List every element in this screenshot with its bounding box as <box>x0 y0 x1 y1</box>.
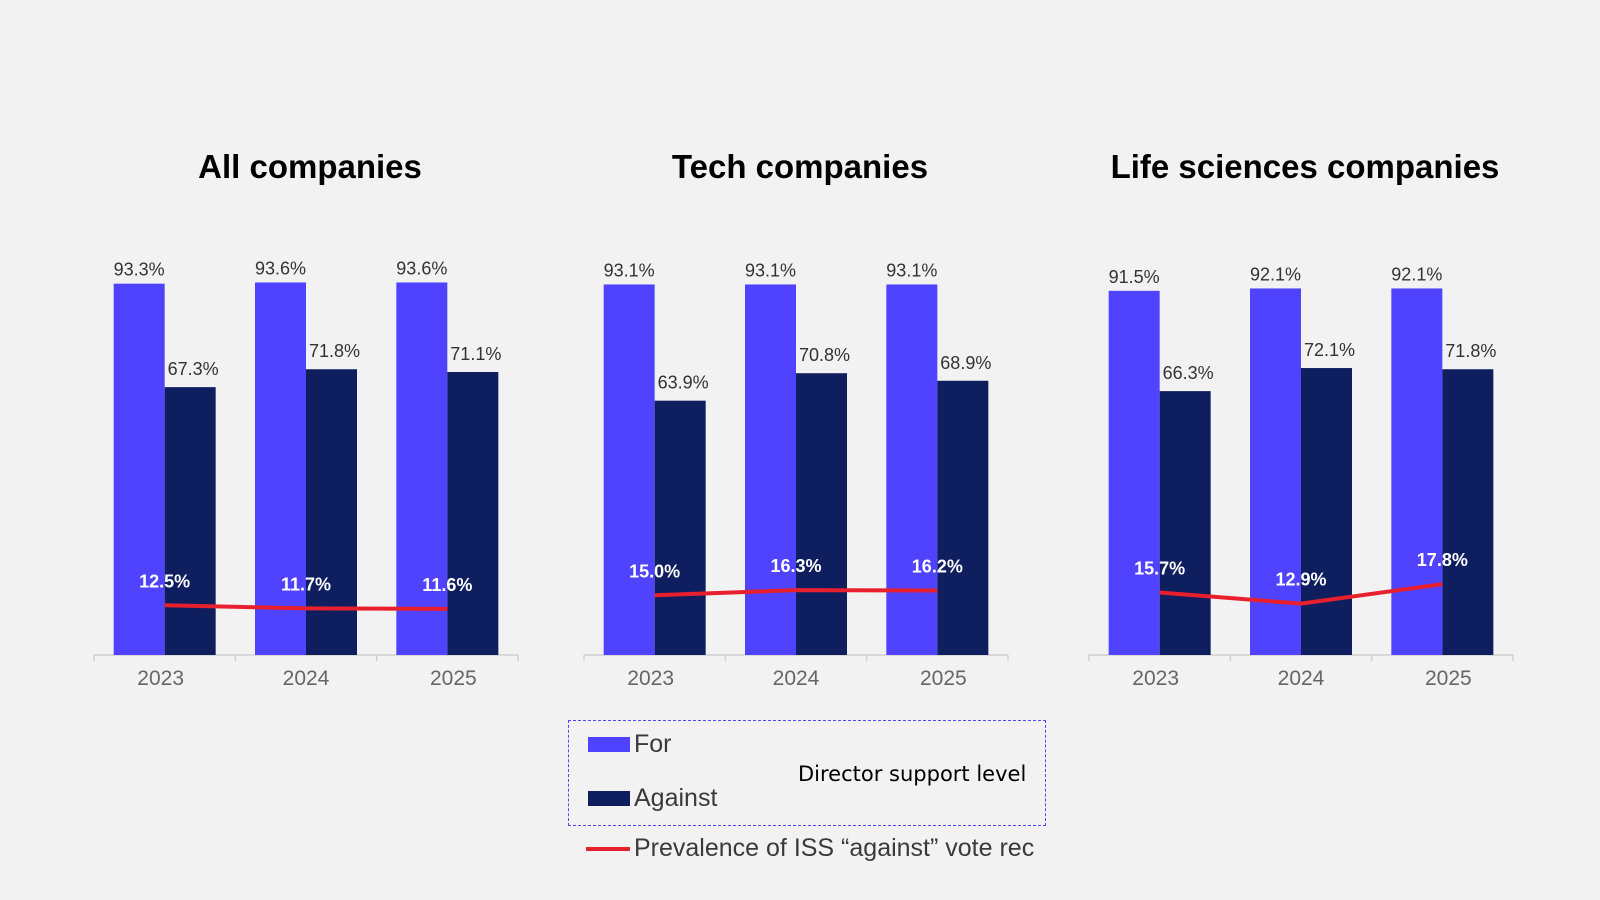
data-label-line: 11.6% <box>422 575 472 595</box>
bar-against <box>306 369 357 655</box>
bar-for <box>396 282 448 655</box>
bar-for <box>745 284 796 655</box>
legend-item-against: Against <box>588 784 717 813</box>
bar-for <box>886 284 938 655</box>
data-label-line: 16.3% <box>770 556 821 576</box>
chart-title: Tech companies <box>671 148 929 185</box>
bar-against <box>1159 391 1211 655</box>
data-label-for: 93.1% <box>745 260 796 280</box>
x-tick-label: 2023 <box>627 667 674 690</box>
data-label-against: 66.3% <box>1163 363 1214 383</box>
chart-plot: 91.5% 66.3% 2023 92.1% 72.1% 2024 92.1% 71.8% 20… <box>1088 264 1514 690</box>
chart-plot: 93.3% 67.3% 2023 93.6% 71.8% 2024 93.6% 71.1% 20… <box>93 258 519 690</box>
data-label-against: 63.9% <box>658 373 709 393</box>
bar-for <box>1108 290 1160 655</box>
data-label-for: 92.1% <box>1391 264 1442 284</box>
data-label-for: 91.5% <box>1109 267 1160 287</box>
bar-for <box>113 283 165 655</box>
x-tick-label: 2023 <box>137 667 184 690</box>
x-tick-label: 2024 <box>1278 667 1325 690</box>
bar-against <box>796 373 847 655</box>
data-label-for: 93.1% <box>604 260 655 280</box>
data-label-against: 71.8% <box>309 341 360 361</box>
data-label-for: 93.6% <box>396 258 447 278</box>
data-label-line: 15.7% <box>1134 559 1185 579</box>
legend-swatch-for <box>588 737 630 752</box>
x-tick-label: 2023 <box>1132 667 1179 690</box>
data-label-against: 71.1% <box>450 344 501 364</box>
data-label-for: 92.1% <box>1250 264 1301 284</box>
data-label-against: 67.3% <box>168 359 219 379</box>
legend-label-line: Prevalence of ISS “against” vote rec <box>634 834 1035 862</box>
chart-title: All companies <box>198 148 422 185</box>
bar-against <box>1301 368 1352 655</box>
line-series <box>654 588 938 598</box>
x-tick-label: 2025 <box>430 667 477 690</box>
legend-box <box>568 720 1046 826</box>
legend-label-for: For <box>634 730 672 758</box>
legend-item-for: For <box>588 730 672 759</box>
bar-against <box>937 380 989 655</box>
chart-panel-all: All companies 93.3% 67.3% 2023 93.6% 71.8% 20… <box>80 140 540 700</box>
data-label-for: 93.1% <box>886 260 937 280</box>
line-series <box>164 603 448 611</box>
x-tick-label: 2024 <box>283 667 330 690</box>
bar-against <box>447 372 499 655</box>
data-label-line: 16.2% <box>912 557 963 577</box>
data-label-against: 68.9% <box>940 353 991 373</box>
x-tick-label: 2024 <box>773 667 820 690</box>
data-label-against: 71.8% <box>1445 341 1496 361</box>
chart-panel-life-sciences: Life sciences companies 91.5% 66.3% 2023 92… <box>1075 140 1535 700</box>
line-series <box>1159 582 1443 606</box>
bar-against <box>654 400 706 655</box>
legend-swatch-line <box>586 846 630 851</box>
chart-plot: 93.1% 63.9% 2023 93.1% 70.8% 2024 93.1% 68.9% 20… <box>583 260 1009 690</box>
data-label-for: 93.6% <box>255 258 306 278</box>
data-label-line: 17.8% <box>1417 550 1468 570</box>
data-label-line: 12.5% <box>139 571 190 591</box>
data-label-against: 70.8% <box>799 345 850 365</box>
data-label-for: 93.3% <box>114 260 165 280</box>
data-label-line: 11.7% <box>281 574 331 594</box>
legend-item-line: Prevalence of ISS “against” vote rec <box>586 834 1034 863</box>
bar-against <box>164 387 216 655</box>
chart-title: Life sciences companies <box>1110 148 1500 185</box>
x-tick-label: 2025 <box>1425 667 1472 690</box>
bar-for <box>603 284 655 655</box>
x-tick-label: 2025 <box>920 667 967 690</box>
chart-panel-tech: Tech companies 93.1% 63.9% 2023 93.1% 70.8% 2… <box>570 140 1030 700</box>
bar-for <box>1391 288 1443 655</box>
legend-swatch-against <box>588 791 630 806</box>
data-label-line: 15.0% <box>629 561 680 581</box>
legend-label-against: Against <box>634 784 718 812</box>
bar-against <box>1442 369 1494 655</box>
legend-group-caption: Director support level <box>798 762 1027 786</box>
bar-for <box>255 282 306 655</box>
data-label-line: 12.9% <box>1275 570 1326 590</box>
bar-for <box>1250 288 1301 655</box>
data-label-against: 72.1% <box>1304 340 1355 360</box>
